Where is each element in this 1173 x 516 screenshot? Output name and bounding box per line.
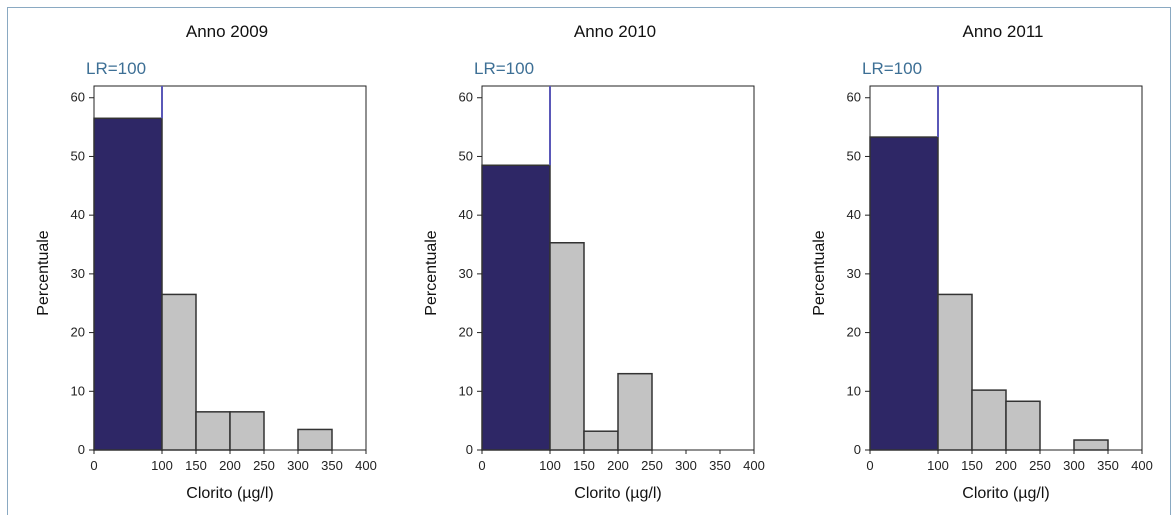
y-axis-label: Percentuale	[423, 230, 440, 315]
chart-figure: Anno 2009 LR=100 0 10 20 30 40 50 60 0 100 150 200 25…	[7, 7, 1171, 515]
bar-200-250	[1005, 400, 1041, 451]
x-tick-label: 250	[253, 458, 275, 473]
bar-200-250	[229, 411, 265, 451]
x-tick-label: 300	[1063, 458, 1085, 473]
y-tick-label: 40	[459, 207, 473, 222]
y-tick-label: 40	[71, 207, 85, 222]
y-tick-label: 0	[466, 442, 473, 457]
y-tick-label: 20	[847, 325, 861, 340]
x-tick-label: 200	[219, 458, 241, 473]
x-tick-label: 300	[287, 458, 309, 473]
chart-panel-2010: Anno 2010 LR=100 0 10 20 30 40 50 60 0 100 150 200 25…	[396, 8, 784, 516]
x-tick-label: 100	[927, 458, 949, 473]
y-tick-label: 60	[847, 90, 861, 105]
chart-panel-2009: Anno 2009 LR=100 0 10 20 30 40 50 60 0 100 150 200 25…	[8, 8, 396, 516]
x-tick-label: 400	[1131, 458, 1153, 473]
x-tick-label: 0	[478, 458, 485, 473]
y-tick-label: 30	[847, 266, 861, 281]
bar-highlight-0-100	[869, 136, 939, 451]
chart-title: Anno 2009	[186, 22, 268, 41]
reference-line-label: LR=100	[86, 59, 146, 78]
x-tick-label: 0	[866, 458, 873, 473]
y-tick-label: 50	[847, 148, 861, 163]
y-tick-label: 20	[71, 325, 85, 340]
y-tick-label: 60	[459, 90, 473, 105]
y-tick-label: 10	[847, 383, 861, 398]
x-tick-label: 350	[1097, 458, 1119, 473]
y-tick-label: 0	[854, 442, 861, 457]
x-tick-label: 400	[355, 458, 377, 473]
bar-300-350	[297, 428, 333, 451]
x-axis-label: Clorito (µg/l)	[962, 485, 1049, 502]
bar-100-150	[161, 293, 197, 451]
reference-line-label: LR=100	[474, 59, 534, 78]
x-tick-label: 150	[573, 458, 595, 473]
reference-line-label: LR=100	[862, 59, 922, 78]
bar-150-200	[583, 430, 619, 451]
histogram-2009: Anno 2009 LR=100 0 10 20 30 40 50 60 0 100 150 200 25…	[35, 22, 377, 502]
bar-highlight-0-100	[93, 117, 163, 451]
x-tick-label: 150	[185, 458, 207, 473]
chart-panel-2011: Anno 2011 LR=100 0 10 20 30 40 50 60 0 100 150 200 25…	[784, 8, 1172, 516]
bar-200-250	[617, 372, 653, 451]
x-axis-label: Clorito (µg/l)	[574, 485, 661, 502]
x-tick-label: 250	[641, 458, 663, 473]
chart-title: Anno 2010	[574, 22, 656, 41]
x-tick-label: 250	[1029, 458, 1051, 473]
histogram-2010: Anno 2010 LR=100 0 10 20 30 40 50 60 0 100 150 200 25…	[423, 22, 765, 502]
x-tick-label: 200	[995, 458, 1017, 473]
y-tick-label: 20	[459, 325, 473, 340]
x-tick-label: 200	[607, 458, 629, 473]
chart-title: Anno 2011	[963, 22, 1044, 41]
bar-300-350	[1073, 439, 1109, 451]
bar-100-150	[549, 242, 585, 451]
x-tick-label: 0	[90, 458, 97, 473]
x-tick-label: 350	[709, 458, 731, 473]
y-tick-label: 50	[71, 148, 85, 163]
x-tick-label: 100	[539, 458, 561, 473]
y-tick-label: 0	[78, 442, 85, 457]
y-tick-label: 10	[459, 383, 473, 398]
y-axis-label: Percentuale	[811, 230, 828, 315]
bar-150-200	[971, 389, 1007, 451]
y-tick-label: 10	[71, 383, 85, 398]
x-tick-label: 100	[151, 458, 173, 473]
x-tick-label: 350	[321, 458, 343, 473]
histogram-2011: Anno 2011 LR=100 0 10 20 30 40 50 60 0 100 150 200 25…	[811, 22, 1153, 502]
y-tick-label: 30	[71, 266, 85, 281]
bar-100-150	[937, 293, 973, 451]
y-tick-label: 50	[459, 148, 473, 163]
bar-highlight-0-100	[481, 164, 551, 451]
x-tick-label: 300	[675, 458, 697, 473]
x-axis-label: Clorito (µg/l)	[186, 485, 273, 502]
y-tick-label: 30	[459, 266, 473, 281]
y-tick-label: 40	[847, 207, 861, 222]
y-tick-label: 60	[71, 90, 85, 105]
x-tick-label: 150	[961, 458, 983, 473]
x-tick-label: 400	[743, 458, 765, 473]
y-axis-label: Percentuale	[35, 230, 52, 315]
bar-150-200	[195, 411, 231, 451]
